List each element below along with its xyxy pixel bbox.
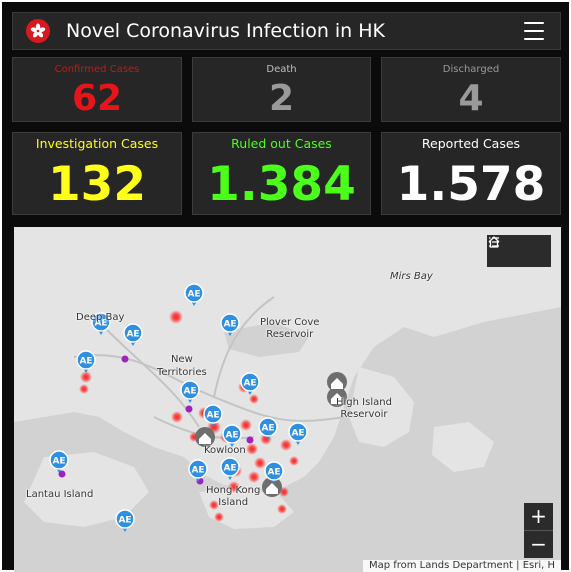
ae-hospital-marker[interactable]: AE	[76, 350, 96, 373]
confirmed-cases-label: Confirmed Cases	[54, 64, 140, 75]
svg-text:AE: AE	[183, 387, 196, 397]
map-pin-icon[interactable]	[58, 470, 66, 478]
investigation-cases-value: 132	[47, 157, 147, 212]
ruled-out-cases-label: Ruled out Cases	[231, 136, 332, 151]
svg-text:AE: AE	[79, 357, 92, 367]
layer-list-icon[interactable]	[489, 235, 551, 267]
discharged-value: 4	[458, 78, 484, 119]
place-label-high-island: High Island Reservoir	[336, 397, 392, 420]
svg-text:AE: AE	[223, 464, 236, 474]
death-value: 2	[268, 78, 295, 119]
hotspot[interactable]	[79, 384, 89, 394]
confirmed-cases-card: Confirmed Cases 62	[12, 57, 182, 122]
discharged-label: Discharged	[442, 64, 500, 75]
zoom-in-button[interactable]: +	[530, 504, 547, 528]
app-header: Novel Coronavirus Infection in HK	[12, 12, 561, 50]
svg-text:AE: AE	[94, 319, 107, 329]
hotspot[interactable]	[169, 310, 183, 324]
hotspot[interactable]	[80, 371, 92, 383]
home-icon[interactable]	[487, 235, 519, 267]
ae-hospital-marker[interactable]: AE	[258, 417, 278, 440]
investigation-cases-card: Investigation Cases 132	[12, 132, 182, 215]
svg-text:AE: AE	[52, 457, 65, 467]
hotspot[interactable]	[209, 500, 219, 510]
hotspot[interactable]	[277, 504, 287, 514]
ae-hospital-marker[interactable]: AE	[123, 323, 143, 346]
discharged-card: Discharged 4	[381, 57, 561, 122]
svg-text:AE: AE	[206, 411, 219, 421]
hotspot[interactable]	[254, 457, 266, 469]
hotspot[interactable]	[240, 419, 252, 431]
hksar-bauhinia-icon	[26, 19, 50, 43]
svg-text:AE: AE	[191, 466, 204, 476]
ae-hospital-marker[interactable]: AE	[203, 404, 223, 427]
place-label-plover-cove: Plover Cove Reservoir	[260, 317, 320, 340]
map-toolbar	[487, 235, 551, 267]
svg-text:AE: AE	[243, 379, 256, 389]
svg-text:AE: AE	[291, 429, 304, 439]
hotspot[interactable]	[248, 471, 260, 483]
ae-hospital-marker[interactable]: AE	[288, 422, 308, 445]
ae-hospital-marker[interactable]: AE	[188, 459, 208, 482]
place-label-hong-kong-island: Hong Kong Island	[206, 485, 261, 508]
svg-text:AE: AE	[223, 320, 236, 330]
place-label-new-territories: New Territories	[157, 354, 207, 378]
death-label: Death	[266, 64, 297, 75]
place-label-lantau-island: Lantau Island	[26, 489, 94, 500]
hamburger-menu-icon[interactable]	[524, 22, 544, 40]
hotspot[interactable]	[228, 481, 240, 493]
ae-hospital-marker[interactable]: AE	[264, 461, 284, 484]
ae-hospital-marker[interactable]: AE	[220, 313, 240, 336]
map-view[interactable]: AE AE AE AE AE AE AE AE AE AE AE AE AE AE AE AE Mirs Ba…	[14, 227, 561, 572]
reported-cases-label: Reported Cases	[421, 136, 521, 151]
ae-hospital-marker[interactable]: AE	[49, 450, 69, 473]
svg-text:AE: AE	[118, 516, 131, 526]
svg-text:AE: AE	[225, 431, 238, 441]
ae-hospital-marker[interactable]: AE	[184, 283, 204, 306]
map-attribution: Map from Lands Department | Esri, H	[362, 560, 561, 572]
ae-markers: AE AE AE AE AE AE AE AE AE AE AE AE AE AE AE AE	[49, 283, 308, 532]
ruled-out-cases-value: 1.384	[207, 157, 356, 212]
reported-cases-value: 1.578	[396, 157, 546, 212]
zoom-control: + −	[524, 503, 553, 558]
ae-hospital-marker[interactable]: AE	[220, 457, 240, 480]
ruled-out-cases-card: Ruled out Cases 1.384	[192, 132, 371, 215]
ae-hospital-marker[interactable]: AE	[222, 424, 242, 447]
map-pin-icon[interactable]	[246, 436, 254, 444]
svg-text:AE: AE	[187, 290, 200, 300]
map-pin-icon[interactable]	[121, 355, 129, 363]
place-label-kowloon: Kowloon	[204, 445, 246, 456]
hotspot[interactable]	[214, 512, 224, 522]
map-pin-icon[interactable]	[185, 405, 193, 413]
hotspot[interactable]	[289, 456, 299, 466]
hotspot[interactable]	[246, 443, 258, 455]
map-canvas[interactable]: AE AE AE AE AE AE AE AE AE AE AE AE AE AE AE AE	[14, 227, 561, 572]
zoom-out-button[interactable]: −	[530, 532, 547, 556]
hotspot[interactable]	[171, 411, 183, 423]
ae-hospital-marker[interactable]: AE	[240, 372, 260, 395]
svg-text:AE: AE	[261, 424, 274, 434]
ae-hospital-marker[interactable]: AE	[180, 380, 200, 403]
death-card: Death 2	[192, 57, 371, 122]
hotspot[interactable]	[280, 439, 292, 451]
place-label-deep-bay: Deep Bay	[76, 312, 125, 323]
reported-cases-card: Reported Cases 1.578	[381, 132, 561, 215]
ae-hospital-marker[interactable]: AE	[115, 509, 135, 532]
svg-text:AE: AE	[126, 330, 139, 340]
page-title: Novel Coronavirus Infection in HK	[66, 20, 386, 42]
svg-text:AE: AE	[267, 468, 280, 478]
zoom-divider	[524, 530, 553, 531]
hotspot[interactable]	[249, 394, 259, 404]
investigation-cases-label: Investigation Cases	[35, 136, 159, 151]
confirmed-cases-value: 62	[71, 78, 123, 119]
place-label-mirs-bay: Mirs Bay	[390, 271, 433, 282]
purple-pins	[58, 355, 254, 485]
ae-hospital-marker[interactable]: AE	[91, 312, 111, 335]
